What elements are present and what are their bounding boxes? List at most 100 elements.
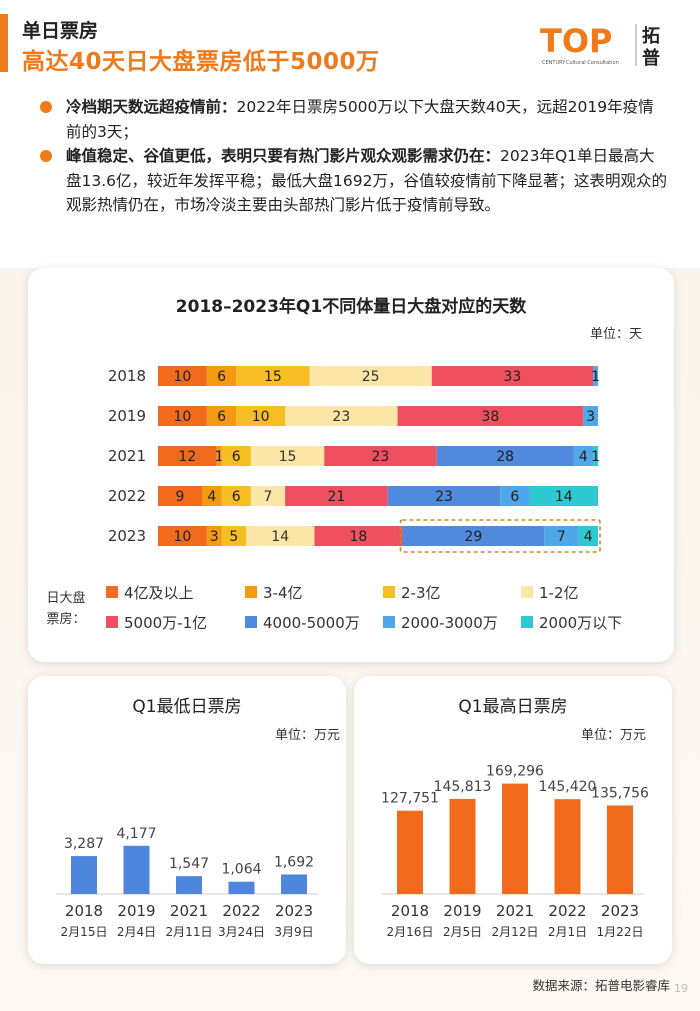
category-label-2019: 2019 xyxy=(108,407,146,425)
legend-title-line2: 票房： xyxy=(46,611,85,627)
segment-label-2022-3: 7 xyxy=(264,489,273,505)
min-chart-unit: 单位：万元 xyxy=(275,728,340,743)
value-label-2018: 3,287 xyxy=(64,836,104,852)
segment-2019-0 xyxy=(158,406,207,426)
segment-label-2023-2: 5 xyxy=(229,529,238,545)
bullet-bold: 峰值稳定、谷值更低，表明只要有热门影片观众观影需求仍在： xyxy=(66,147,501,165)
segment-2018-3 xyxy=(309,366,432,386)
segment-label-2021-5: 28 xyxy=(496,449,514,465)
value-label-2019: 145,813 xyxy=(434,779,492,795)
segment-2019-3 xyxy=(285,406,398,426)
logo-sub1: CENTURY xyxy=(542,60,566,66)
legend-label-3: 1-2亿 xyxy=(539,584,579,602)
segment-2021-0 xyxy=(158,446,217,466)
stacked-chart-unit: 单位：天 xyxy=(590,327,642,342)
segment-2023-7 xyxy=(578,526,598,546)
segment-2018-4 xyxy=(431,366,594,386)
value-label-2021: 169,296 xyxy=(486,764,544,780)
segment-label-2021-0: 12 xyxy=(178,449,196,465)
legend-swatch-6 xyxy=(383,616,395,628)
stacked-chart-title: 2018–2023年Q1不同体量日大盘对应的天数 xyxy=(176,296,527,317)
segment-2022-3 xyxy=(250,486,286,506)
segment-label-2019-6: 3 xyxy=(586,409,595,425)
segment-2022-7 xyxy=(529,486,598,506)
date-label-2023: 1月22日 xyxy=(597,925,644,939)
legend-label-2: 2-3亿 xyxy=(401,584,441,602)
segment-2021-7 xyxy=(593,446,598,466)
segment-label-2023-7: 4 xyxy=(584,529,593,545)
min-chart-title: Q1最低日票房 xyxy=(132,697,241,717)
segment-2019-4 xyxy=(397,406,584,426)
segment-label-2021-4: 23 xyxy=(372,449,390,465)
bullet-list: 冷档期天数远超疫情前：2022年日票房5000万以下大盘天数40天，远超2019… xyxy=(38,95,668,218)
category-label-2021: 2021 xyxy=(108,447,146,465)
value-label-2022: 1,064 xyxy=(221,862,261,878)
data-source: 数据来源：拓普电影睿库 xyxy=(532,978,670,993)
segment-label-2019-2: 10 xyxy=(252,409,270,425)
max-chart: Q1最高日票房 单位：万元 127,751 2018 2月16日 145,813 201… xyxy=(381,697,649,939)
bar-2023 xyxy=(607,805,633,894)
segment-2023-5 xyxy=(402,526,545,546)
bar-2019 xyxy=(449,798,476,894)
min-chart-card: Q1最低日票房 单位：万元 3,287 2018 2月15日 4,177 2019 2月4… xyxy=(28,676,346,964)
segment-label-2023-4: 18 xyxy=(350,529,368,545)
title-accent-bar xyxy=(0,14,8,72)
segment-2021-1 xyxy=(216,446,222,466)
legend-swatch-2 xyxy=(383,586,395,598)
logo-sub2: Cultural Consultation xyxy=(566,60,619,66)
date-label-2022: 3月24日 xyxy=(218,925,265,939)
segment-2022-4 xyxy=(285,486,388,506)
bar-2022 xyxy=(228,881,255,894)
segment-label-2018-4: 33 xyxy=(504,369,522,385)
segment-2022-6 xyxy=(500,486,530,506)
segment-label-2022-0: 9 xyxy=(176,489,185,505)
legend-label-4: 5000万-1亿 xyxy=(124,614,207,632)
segment-2021-6 xyxy=(573,446,594,466)
logo-cn1: 拓 xyxy=(642,25,660,47)
date-label-2022: 2月1日 xyxy=(548,925,587,939)
segment-label-2021-7: 1 xyxy=(591,449,600,465)
value-label-2018: 127,751 xyxy=(381,791,439,807)
logo-cn2: 普 xyxy=(642,47,660,69)
segment-label-2021-3: 15 xyxy=(279,449,297,465)
category-label-2023: 2023 xyxy=(108,527,146,545)
segment-label-2022-7: 14 xyxy=(555,489,573,505)
year-label-2022: 2022 xyxy=(222,902,260,920)
segment-2023-3 xyxy=(246,526,315,546)
legend-swatch-1 xyxy=(245,586,257,598)
legend-title-line1: 日大盘 xyxy=(46,590,85,606)
segment-2021-4 xyxy=(324,446,437,466)
segment-2019-2 xyxy=(236,406,286,426)
segment-label-2022-1: 4 xyxy=(207,489,216,505)
year-label-2021: 2021 xyxy=(496,902,534,920)
bullet-text: 2022年日票房5000万以下大盘天数40天，远超2019年疫情前的3天； xyxy=(66,98,654,141)
year-label-2023: 2023 xyxy=(275,902,313,920)
year-label-2021: 2021 xyxy=(170,902,208,920)
value-label-2019: 4,177 xyxy=(116,826,156,842)
value-label-2022: 145,420 xyxy=(539,779,597,795)
page-headline: 高达40天日大盘票房低于5000万 xyxy=(22,49,380,75)
segment-2019-1 xyxy=(206,406,237,426)
segment-label-2023-5: 29 xyxy=(464,529,482,545)
legend-label-0: 4亿及以上 xyxy=(124,584,194,602)
segment-label-2021-6: 4 xyxy=(579,449,588,465)
segment-2021-2 xyxy=(221,446,251,466)
segment-2019-6 xyxy=(583,406,598,426)
top-logo: TOP CENTURY Cultural Consultation 拓 普 xyxy=(540,22,660,69)
segment-2023-6 xyxy=(544,526,579,546)
legend-label-7: 2000万以下 xyxy=(539,614,622,632)
bar-2023 xyxy=(281,874,307,894)
segment-label-2023-3: 14 xyxy=(271,529,289,545)
value-label-2023: 1,692 xyxy=(274,854,314,870)
category-label-2022: 2022 xyxy=(108,487,146,505)
date-label-2023: 3月9日 xyxy=(274,925,313,939)
year-label-2019: 2019 xyxy=(443,902,481,920)
segment-2022-1 xyxy=(202,486,222,506)
segment-label-2023-6: 7 xyxy=(557,529,566,545)
bar-2019 xyxy=(123,845,150,894)
segment-2018-0 xyxy=(158,366,207,386)
segment-2022-5 xyxy=(387,486,501,506)
legend-swatch-3 xyxy=(521,586,533,598)
segment-label-2022-5: 23 xyxy=(435,489,453,505)
max-chart-title: Q1最高日票房 xyxy=(458,697,567,717)
